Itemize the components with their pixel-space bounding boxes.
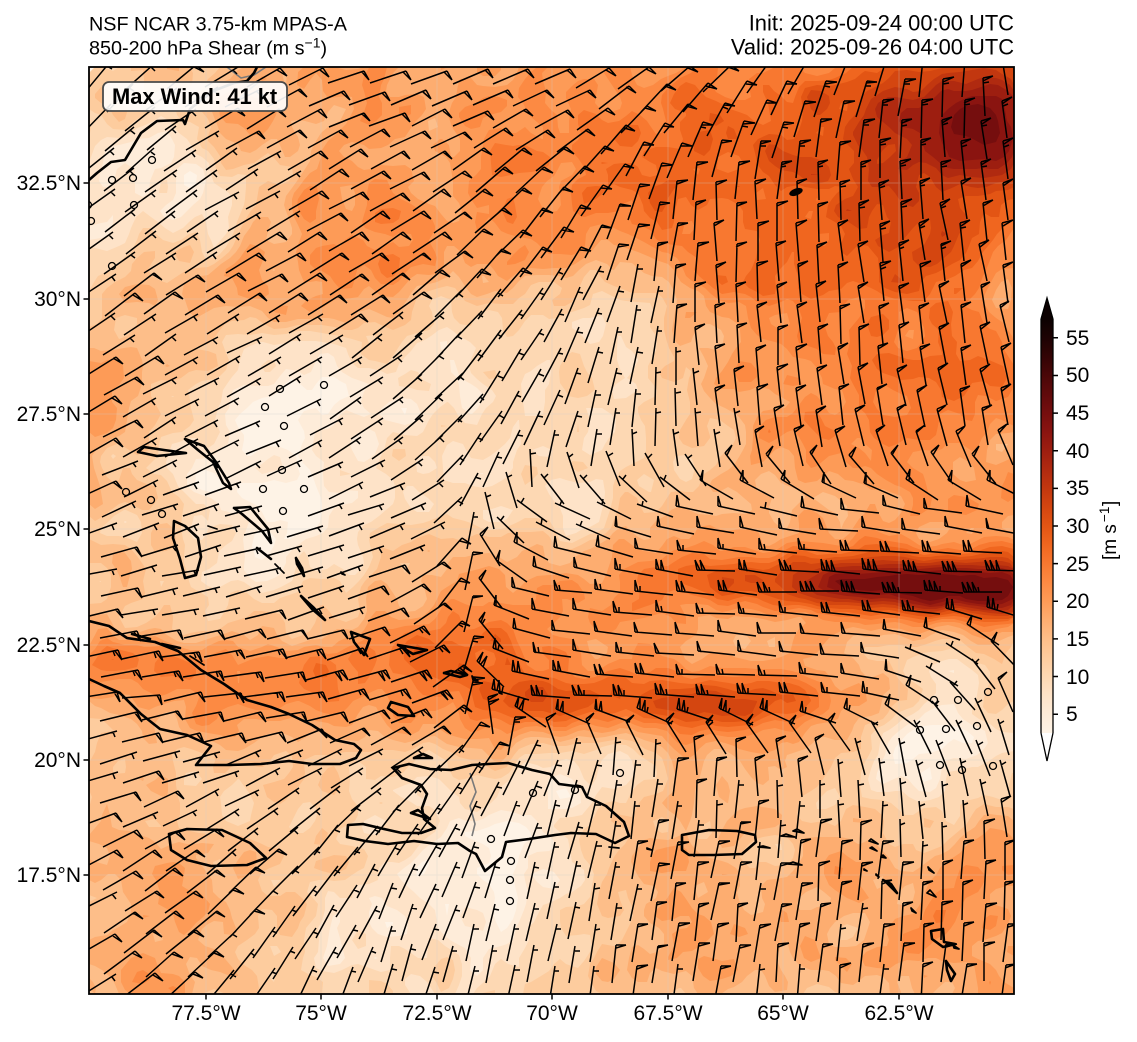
svg-text:Init: 2025-09-24 00:00 UTC: Init: 2025-09-24 00:00 UTC: [749, 11, 1014, 36]
svg-text:]: ]: [1100, 501, 1121, 506]
svg-text:40: 40: [1066, 440, 1089, 463]
svg-text:NSF NCAR 3.75-km MPAS-A: NSF NCAR 3.75-km MPAS-A: [89, 14, 348, 36]
svg-text:22.5°N: 22.5°N: [17, 634, 81, 657]
svg-text:65°W: 65°W: [757, 1002, 809, 1025]
svg-text:850-200 hPa Shear (m s−1): 850-200 hPa Shear (m s−1): [89, 35, 327, 60]
svg-text:35: 35: [1066, 477, 1089, 500]
svg-text:5: 5: [1066, 703, 1078, 726]
svg-text:45: 45: [1066, 402, 1089, 425]
svg-text:30: 30: [1066, 515, 1089, 538]
svg-text:17.5°N: 17.5°N: [17, 864, 81, 887]
svg-text:62.5°W: 62.5°W: [864, 1002, 933, 1025]
svg-text:30°N: 30°N: [34, 288, 81, 311]
svg-text:70°W: 70°W: [526, 1002, 578, 1025]
svg-text:10: 10: [1066, 666, 1089, 689]
svg-text:Valid: 2025-09-26 04:00 UTC: Valid: 2025-09-26 04:00 UTC: [731, 35, 1014, 60]
svg-text:72.5°W: 72.5°W: [402, 1002, 471, 1025]
svg-text:67.5°W: 67.5°W: [633, 1002, 702, 1025]
svg-text:Max Wind: 41 kt: Max Wind: 41 kt: [112, 84, 278, 109]
svg-text:25: 25: [1066, 553, 1089, 576]
svg-text:[m s: [m s: [1100, 524, 1121, 560]
svg-text:27.5°N: 27.5°N: [17, 403, 81, 426]
svg-text:75°W: 75°W: [295, 1002, 347, 1025]
svg-text:20: 20: [1066, 590, 1089, 613]
svg-text:50: 50: [1066, 364, 1089, 387]
svg-text:15: 15: [1066, 628, 1089, 651]
svg-text:−1: −1: [1097, 507, 1112, 522]
svg-text:77.5°W: 77.5°W: [171, 1002, 240, 1025]
svg-text:55: 55: [1066, 327, 1089, 350]
svg-text:20°N: 20°N: [34, 749, 81, 772]
svg-text:25°N: 25°N: [34, 518, 81, 541]
svg-text:32.5°N: 32.5°N: [17, 172, 81, 195]
